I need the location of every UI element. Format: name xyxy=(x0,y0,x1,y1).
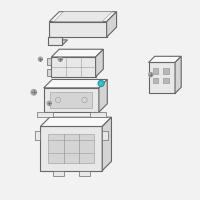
Polygon shape xyxy=(40,117,111,126)
Polygon shape xyxy=(99,79,107,112)
Polygon shape xyxy=(153,78,158,83)
Polygon shape xyxy=(44,88,99,112)
Polygon shape xyxy=(102,131,108,140)
Circle shape xyxy=(55,97,61,103)
Polygon shape xyxy=(50,92,92,108)
Polygon shape xyxy=(35,131,40,140)
Polygon shape xyxy=(149,56,181,62)
Polygon shape xyxy=(54,12,112,22)
Circle shape xyxy=(98,80,104,87)
Circle shape xyxy=(38,57,43,61)
Polygon shape xyxy=(163,78,169,83)
Polygon shape xyxy=(90,112,106,117)
Polygon shape xyxy=(48,37,62,45)
Polygon shape xyxy=(163,68,169,74)
Polygon shape xyxy=(37,112,53,117)
Polygon shape xyxy=(49,12,117,22)
Polygon shape xyxy=(48,134,94,163)
Polygon shape xyxy=(53,171,64,176)
Polygon shape xyxy=(40,126,102,171)
Polygon shape xyxy=(51,49,103,57)
Circle shape xyxy=(58,57,62,61)
Circle shape xyxy=(149,72,153,77)
Polygon shape xyxy=(44,79,107,88)
Polygon shape xyxy=(47,58,51,65)
Polygon shape xyxy=(149,62,175,93)
Circle shape xyxy=(47,101,51,106)
Circle shape xyxy=(82,97,87,103)
Polygon shape xyxy=(48,40,67,45)
Polygon shape xyxy=(107,12,117,37)
Polygon shape xyxy=(102,117,111,171)
Polygon shape xyxy=(51,57,96,77)
Polygon shape xyxy=(153,68,158,74)
Polygon shape xyxy=(175,56,181,93)
Polygon shape xyxy=(47,69,51,76)
Polygon shape xyxy=(49,22,107,37)
Circle shape xyxy=(31,89,37,95)
Polygon shape xyxy=(96,49,103,77)
Polygon shape xyxy=(79,171,90,176)
